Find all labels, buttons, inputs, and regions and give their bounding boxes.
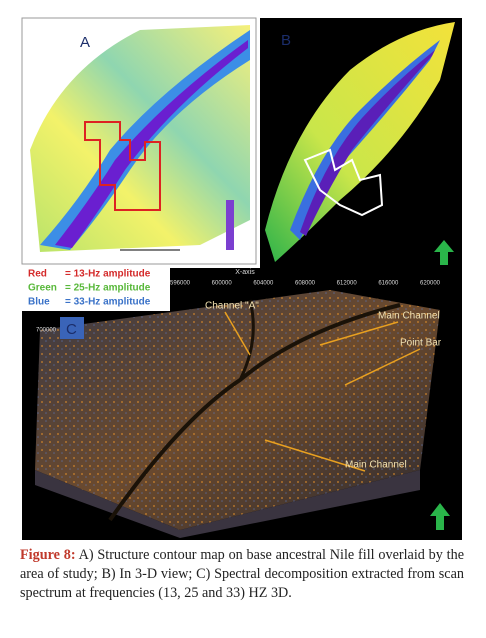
north-arrow [434, 240, 454, 265]
caption: Figure 8: A) Structure contour map on ba… [20, 546, 464, 603]
annotations: Channel "A" Main Channel Point Bar Main Cha… [205, 301, 442, 472]
legend-text: = 13-Hz amplitude [65, 269, 151, 280]
legend-name: Red [28, 269, 47, 280]
legend: Red = 13-Hz amplitude Green = 25-Hz amplitu… [22, 265, 170, 311]
amplitude-texture [35, 290, 440, 530]
panel-label: A [80, 34, 90, 51]
study-area [84, 121, 161, 211]
leader-line [264, 439, 366, 472]
x-ticks: 596000 600000 604000 608000 612000 616000 6200… [170, 281, 441, 287]
x-tick-label: 604000 [253, 281, 274, 287]
legend-text: = 33-Hz amplitude [65, 297, 151, 308]
leader-line [319, 321, 399, 346]
x-tick-label: 608000 [295, 281, 316, 287]
colorbar [226, 200, 234, 250]
annotation: Main Channel [345, 460, 407, 471]
caption-label: Figure 8: [20, 547, 76, 563]
channel-a [238, 299, 255, 381]
legend-box [22, 265, 170, 311]
y-tick-label: 700000 [36, 328, 57, 334]
axis-title: X-axis [235, 269, 255, 276]
annotation: Point Bar [400, 338, 442, 349]
x-tick-label: 616000 [378, 281, 399, 287]
channel-core [300, 50, 435, 236]
panel-label: C [66, 321, 77, 338]
channel [290, 40, 440, 240]
leader-line [224, 311, 251, 356]
caption-text: A) Structure contour map on base ancestr… [20, 547, 465, 601]
panel-c: 596000 600000 604000 608000 612000 616000 6200… [22, 268, 462, 540]
legend-name: Green [28, 283, 57, 294]
figure: A B 596000 600000 604000 608000 612000 616000… [21, 17, 462, 540]
channel-core [55, 40, 248, 248]
study-area [303, 148, 384, 217]
x-tick-label: 620000 [420, 281, 441, 287]
leader-line [344, 348, 421, 386]
volume-side [35, 470, 420, 538]
annotation: Main Channel [378, 311, 440, 322]
x-tick-label: 612000 [337, 281, 358, 287]
north-arrow [430, 503, 450, 530]
legend-text: = 25-Hz amplitude [65, 283, 151, 294]
x-tick-label: 600000 [212, 281, 233, 287]
annotation: Channel "A" [205, 301, 259, 312]
panel-label-box [60, 317, 84, 339]
legend-name: Blue [28, 297, 50, 308]
panel-a: A [21, 17, 257, 265]
panel-b: B [260, 18, 462, 268]
panel-label: B [281, 32, 291, 49]
x-tick-label: 596000 [170, 281, 191, 287]
